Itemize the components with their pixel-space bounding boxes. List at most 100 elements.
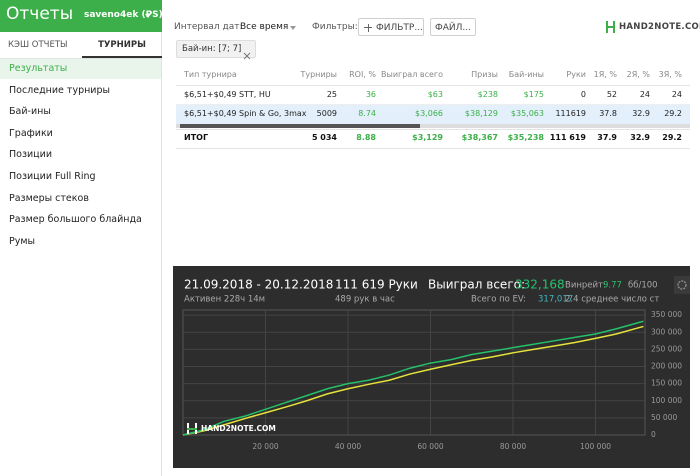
menu-item[interactable]: Последние турниры bbox=[0, 81, 161, 101]
y-tick-label: 350 000 bbox=[651, 310, 682, 319]
table-cell: $38,367 bbox=[461, 133, 498, 142]
table-cell: 32.9 bbox=[632, 109, 650, 118]
menu-label: Размер большого блайнда bbox=[9, 214, 142, 226]
table-cell: 24 bbox=[671, 90, 682, 99]
watermark: HAND2NOTE.COM bbox=[201, 424, 276, 433]
panel-text: 317,017 bbox=[538, 295, 573, 305]
account-selector[interactable]: saveno4ek (PS) bbox=[84, 10, 163, 20]
table-cell: ROI, % bbox=[349, 70, 376, 79]
panel-text: Выиграл всего: bbox=[428, 278, 525, 292]
menu-item[interactable]: Позиции bbox=[0, 145, 161, 165]
table-cell: 3Я, % bbox=[658, 70, 682, 79]
table-cell: $3,066 bbox=[415, 109, 443, 118]
filter-button-label: ФИЛЬТР... bbox=[376, 23, 423, 33]
panel-text: 21.09.2018 - 20.12.2018 bbox=[184, 278, 333, 292]
table-cell: Бай-ины bbox=[508, 70, 544, 79]
x-tick-label: 100 000 bbox=[580, 442, 611, 451]
total-bottom-border bbox=[176, 148, 690, 149]
table-cell: $38,129 bbox=[464, 109, 498, 118]
scrollbar-thumb bbox=[180, 124, 420, 128]
graph-panel: 21.09.2018 - 20.12.2018 Активен 228ч 14м 1… bbox=[173, 266, 690, 468]
table-cell: Призы bbox=[471, 70, 498, 79]
table-cell: 25 bbox=[326, 90, 337, 99]
filter-chip: Бай-ин: [7; 7] bbox=[176, 40, 256, 60]
panel-text: 9.77 bbox=[603, 281, 622, 291]
y-tick-label: 200 000 bbox=[651, 362, 682, 371]
date-select[interactable]: Все время bbox=[240, 22, 289, 32]
table-cell: 8.74 bbox=[358, 109, 376, 118]
panel-text: Активен 228ч 14м bbox=[184, 295, 265, 305]
panel-text: 2.4 среднее число ст bbox=[565, 295, 659, 305]
date-label: Интервал дат: bbox=[174, 22, 243, 32]
table-cell: 29.2 bbox=[662, 133, 682, 142]
panel-text: Всего по EV: bbox=[471, 295, 526, 305]
filter-button[interactable]: ФИЛЬТР... bbox=[358, 18, 424, 36]
tab[interactable]: ТУРНИРЫ bbox=[98, 40, 146, 50]
panel-text: 489 рук в час bbox=[335, 295, 395, 305]
table-cell: 8.88 bbox=[356, 133, 376, 142]
file-button[interactable]: ФАЙЛ... bbox=[430, 18, 476, 36]
y-tick-label: 100 000 bbox=[651, 396, 682, 405]
data-line bbox=[182, 325, 644, 436]
menu-item[interactable]: Бай-ины bbox=[0, 102, 161, 122]
menu-item[interactable]: Графики bbox=[0, 124, 161, 144]
menu-item[interactable]: Румы bbox=[0, 232, 161, 252]
table-cell: 5009 bbox=[316, 109, 337, 118]
table-cell: 2Я, % bbox=[626, 70, 650, 79]
chart: 21.09.2018 - 20.12.2018 Активен 228ч 14м 1… bbox=[182, 276, 690, 451]
sidebar: КЭШ ОТЧЕТЫ ТУРНИРЫ Результаты Последние тур… bbox=[0, 32, 162, 476]
y-tick-label: 150 000 bbox=[651, 379, 682, 388]
tab-underline bbox=[82, 56, 162, 58]
table-cell: $35,238 bbox=[507, 133, 544, 142]
y-tick-label: 0 bbox=[651, 430, 656, 439]
menu-item[interactable]: Результаты bbox=[0, 59, 161, 79]
menu-item[interactable]: Размеры стеков bbox=[0, 189, 161, 209]
table-cell: 24 bbox=[639, 90, 650, 99]
table-cell: $238 bbox=[477, 90, 498, 99]
tab[interactable]: КЭШ ОТЧЕТЫ bbox=[8, 40, 68, 50]
panel-text: Винрейт: bbox=[565, 281, 606, 291]
row-highlight bbox=[176, 105, 690, 124]
y-tick-label: 50 000 bbox=[651, 413, 677, 422]
app-title: Отчеты bbox=[6, 4, 74, 24]
menu-item[interactable]: Позиции Full Ring bbox=[0, 167, 161, 187]
menu-label: Размеры стеков bbox=[9, 192, 89, 204]
x-tick-label: 60 000 bbox=[417, 442, 443, 451]
filter-chip-label: Бай-ин: [7; 7] bbox=[182, 44, 242, 54]
logo: HAND2NOTE.COM bbox=[619, 22, 700, 32]
menu-item[interactable]: Размер большого блайнда bbox=[0, 210, 161, 230]
table-cell: 52 bbox=[606, 90, 617, 99]
settings-button[interactable] bbox=[674, 276, 690, 294]
table-cell: Руки bbox=[566, 70, 586, 79]
dropdown-arrow bbox=[290, 26, 296, 30]
plus-icon-v bbox=[367, 23, 369, 32]
y-tick-label: 300 000 bbox=[651, 327, 682, 336]
total-border bbox=[176, 129, 690, 130]
table-header-border bbox=[176, 85, 690, 86]
panel-text: 111 619 Руки bbox=[335, 278, 418, 292]
data-line bbox=[182, 320, 644, 436]
menu-label: Бай-ины bbox=[9, 106, 51, 118]
chip-close[interactable] bbox=[243, 45, 251, 60]
table-cell: 29.2 bbox=[664, 109, 682, 118]
top-bar: Отчеты saveno4ek (PS) bbox=[0, 0, 163, 32]
table-cell: $6,51+$0,49 Spin & Go, 3max bbox=[184, 109, 307, 118]
panel-text: 332,168 bbox=[515, 278, 565, 292]
dropdown-arrow bbox=[145, 14, 151, 18]
table-cell: $3,129 bbox=[412, 133, 443, 142]
x-tick-label: 40 000 bbox=[335, 442, 361, 451]
filters-label: Фильтры: bbox=[312, 22, 358, 32]
panel-text: бб/100 bbox=[628, 281, 658, 291]
y-tick-label: 250 000 bbox=[651, 344, 682, 353]
plot-frame bbox=[182, 309, 646, 436]
table-cell: 111619 bbox=[555, 109, 586, 118]
menu-label: Румы bbox=[9, 235, 36, 247]
table-cell: 111 619 bbox=[549, 133, 586, 142]
x-tick-label: 20 000 bbox=[252, 442, 278, 451]
table-cell: $6,51+$0,49 STT, HU bbox=[184, 90, 271, 99]
table-cell: 36 bbox=[365, 90, 376, 99]
table-cell: $35,063 bbox=[510, 109, 544, 118]
table-cell: 1Я, % bbox=[593, 70, 617, 79]
table-cell: 37.9 bbox=[597, 133, 617, 142]
